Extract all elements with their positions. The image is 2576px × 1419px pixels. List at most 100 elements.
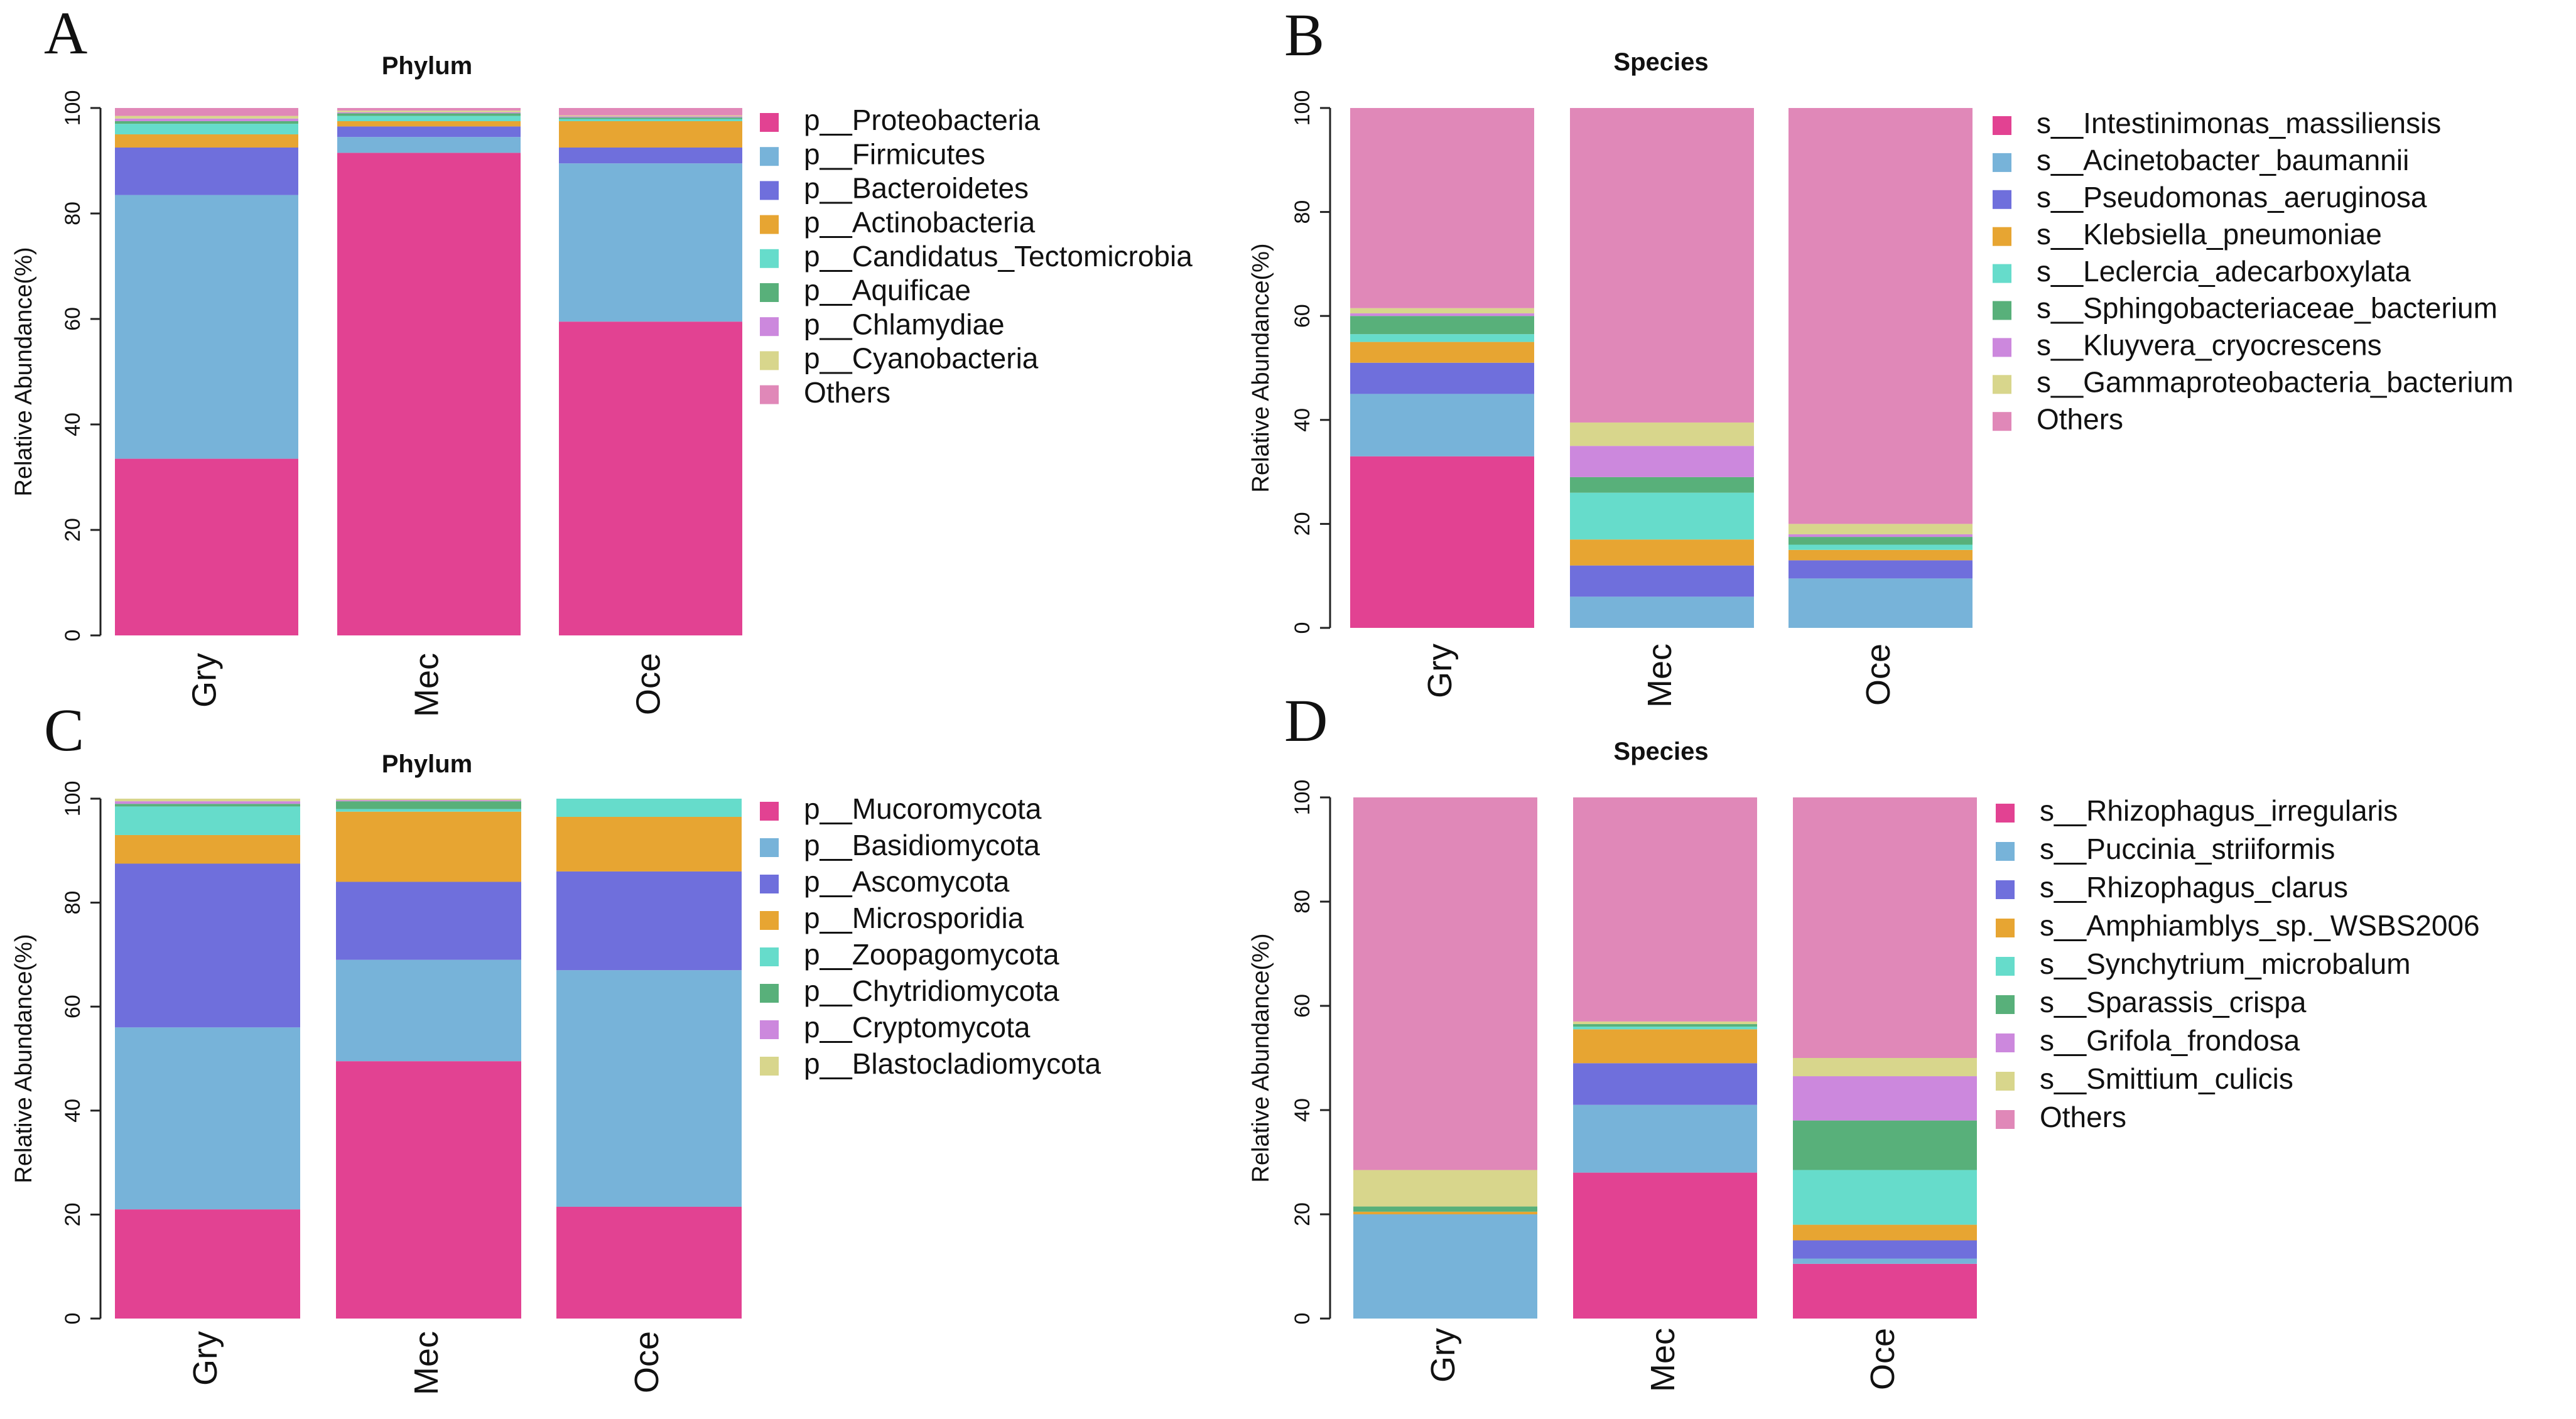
x-tick-label-d-mec: Mec: [1644, 1328, 1682, 1392]
chart-title-c: Phylum: [382, 750, 472, 778]
legend-label-c-0: p__Mucoromycota: [804, 792, 1042, 825]
legend-swatch-c-4: [760, 947, 779, 966]
bar-segment-c-mec-0: [336, 1061, 521, 1319]
y-tick-label-b: 0: [1291, 622, 1314, 634]
legend-swatch-a-5: [760, 283, 779, 302]
bar-segment-c-gry-1: [115, 1027, 300, 1210]
bar-segment-a-mec-0: [337, 153, 521, 635]
bar-segment-a-mec-2: [337, 126, 521, 138]
y-tick-label-c: 100: [61, 781, 85, 817]
bar-segment-d-oce-0: [1793, 1263, 1977, 1319]
y-axis-label-d: Relative Abundance(%): [1248, 933, 1274, 1182]
x-tick-label-a-gry: Gry: [185, 653, 223, 708]
y-tick-label-d: 20: [1291, 1202, 1314, 1226]
legend-label-a-6: p__Chlamydiae: [804, 308, 1005, 340]
y-tick-label-a: 60: [61, 307, 85, 331]
legend-label-c-1: p__Basidiomycota: [804, 829, 1040, 861]
legend-label-c-4: p__Zoopagomycota: [804, 938, 1059, 971]
legend-swatch-a-2: [760, 181, 779, 200]
bar-segment-b-oce-5: [1789, 537, 1973, 545]
bar-segment-a-oce-6: [559, 116, 742, 118]
legend-swatch-a-6: [760, 317, 779, 337]
y-tick-label-d: 100: [1291, 780, 1314, 816]
legend-swatch-d-4: [1996, 957, 2015, 976]
bar-segment-d-gry-7: [1353, 1170, 1537, 1207]
legend-label-d-3: s__Amphiamblys_sp._WSBS2006: [2040, 909, 2480, 942]
legend-label-b-6: s__Kluyvera_cryocrescens: [2037, 329, 2382, 362]
bar-segment-b-mec-3: [1570, 539, 1754, 566]
panel-c: C Phylum 0 20 40 60 80 100 Relative Abundance(%)…: [11, 696, 1101, 1395]
bar-segment-c-oce-1: [556, 970, 742, 1207]
bar-segment-d-mec-7: [1573, 1021, 1757, 1025]
bar-segment-b-gry-5: [1350, 316, 1534, 335]
legend-label-b-5: s__Sphingobacteriaceae_bacterium: [2037, 292, 2498, 325]
y-tick-label-d: 60: [1291, 994, 1314, 1018]
bar-segment-b-gry-2: [1350, 362, 1534, 394]
y-tick-label-b: 40: [1291, 408, 1314, 432]
bar-segment-d-mec-8: [1573, 797, 1757, 1022]
bar-segment-b-oce-2: [1789, 560, 1973, 579]
bar-segment-c-oce-0: [556, 1206, 742, 1319]
bar-segment-a-oce-5: [559, 117, 742, 119]
bar-segment-d-mec-4: [1573, 1027, 1757, 1030]
bar-segment-c-oce-4: [556, 799, 742, 817]
bar-segment-c-gry-3: [115, 834, 300, 864]
bar-segment-a-mec-5: [337, 113, 521, 116]
bar-segment-a-mec-3: [337, 121, 521, 127]
bar-segment-c-mec-2: [336, 882, 521, 960]
bar-segment-a-oce-0: [559, 321, 742, 635]
legend-label-c-7: p__Blastocladiomycota: [804, 1047, 1101, 1080]
bar-segment-d-oce-1: [1793, 1258, 1977, 1264]
bar-segment-a-oce-3: [559, 121, 742, 148]
bar-segment-a-oce-8: [559, 108, 742, 116]
legend-b: s__Intestinimonas_massiliensis s__Acineto…: [1993, 107, 2513, 435]
y-tick-label-c: 40: [61, 1099, 85, 1123]
bar-segment-d-oce-3: [1793, 1224, 1977, 1241]
bar-segment-d-oce-4: [1793, 1170, 1977, 1225]
legend-label-b-0: s__Intestinimonas_massiliensis: [2037, 107, 2441, 139]
x-tick-label-a-oce: Oce: [629, 653, 667, 715]
panel-letter-a: A: [44, 0, 87, 67]
legend-label-a-1: p__Firmicutes: [804, 138, 985, 170]
legend-label-a-4: p__Candidatus_Tectomicrobia: [804, 240, 1193, 272]
legend-swatch-d-1: [1996, 842, 2015, 861]
chart-title-b: Species: [1613, 48, 1708, 76]
bar-segment-c-gry-7: [115, 799, 300, 802]
bar-segment-d-oce-2: [1793, 1240, 1977, 1259]
bar-segment-b-mec-5: [1570, 477, 1754, 493]
legend-swatch-d-5: [1996, 995, 2015, 1014]
legend-label-d-0: s__Rhizophagus_irregularis: [2040, 794, 2398, 827]
panel-letter-d: D: [1284, 687, 1328, 754]
legend-label-c-3: p__Microsporidia: [804, 902, 1024, 934]
bar-segment-d-gry-3: [1353, 1211, 1537, 1214]
x-tick-label-c-gry: Gry: [187, 1331, 224, 1386]
legend-label-d-7: s__Smittium_culicis: [2040, 1062, 2293, 1095]
y-axis-label-a: Relative Abundance(%): [11, 247, 37, 496]
bar-segment-b-gry-0: [1350, 456, 1534, 628]
y-tick-label-d: 80: [1291, 890, 1314, 914]
y-tick-label-c: 20: [61, 1202, 85, 1226]
bar-segment-c-mec-5: [336, 801, 521, 809]
bar-segment-b-gry-8: [1350, 108, 1534, 308]
bar-segment-b-mec-1: [1570, 596, 1754, 628]
legend-swatch-a-0: [760, 113, 779, 132]
legend-swatch-b-8: [1993, 412, 2011, 431]
bar-segment-d-gry-8: [1353, 797, 1537, 1170]
bar-segment-b-mec-8: [1570, 108, 1754, 423]
bar-segment-b-oce-4: [1789, 544, 1973, 550]
bar-segment-d-mec-1: [1573, 1104, 1757, 1173]
bar-segment-b-gry-4: [1350, 334, 1534, 342]
bar-segment-a-mec-1: [337, 137, 521, 153]
legend-swatch-c-5: [760, 984, 779, 1003]
bar-segment-c-gry-0: [115, 1209, 300, 1319]
legend-label-b-2: s__Pseudomonas_aeruginosa: [2037, 181, 2427, 213]
legend-swatch-d-6: [1996, 1033, 2015, 1052]
bar-segment-a-gry-4: [115, 124, 298, 134]
legend-label-b-1: s__Acinetobacter_baumannii: [2037, 144, 2409, 176]
x-tick-label-c-mec: Mec: [408, 1331, 445, 1395]
bar-segment-d-mec-2: [1573, 1063, 1757, 1105]
bar-segment-b-oce-3: [1789, 549, 1973, 561]
legend-swatch-b-2: [1993, 190, 2011, 209]
legend-swatch-c-2: [760, 875, 779, 893]
